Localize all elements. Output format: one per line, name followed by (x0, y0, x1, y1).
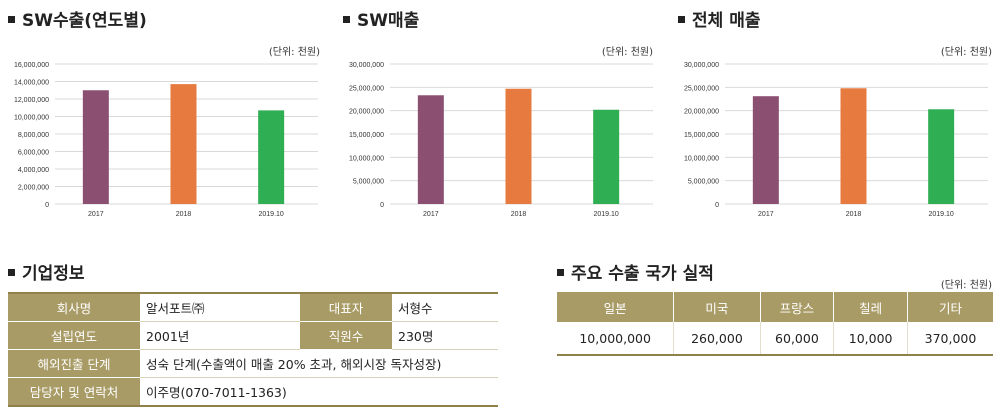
y-tick-label: 20,000,000 (684, 109, 719, 116)
chart1-unit: (단위: 천원) (268, 47, 320, 58)
contact-value: 이주명(070-7011-1363) (140, 377, 498, 407)
y-tick-label: 30,000,000 (349, 62, 384, 69)
square-bullet-icon (343, 15, 350, 23)
y-tick-label: 25,000,000 (349, 85, 384, 92)
sw-export-title: SW수출(연도별) (8, 6, 147, 31)
bar-2017 (82, 90, 109, 204)
export-table: 일본 미국 프랑스 칠레 기타 10,000,000 260,000 60,00… (557, 292, 993, 356)
export-header-japan: 일본 (557, 292, 675, 322)
table-row: 10,000,000 260,000 60,000 10,000 370,000 (557, 322, 993, 355)
y-tick-label: 15,000,000 (684, 132, 719, 139)
founded-label: 설립연도 (8, 321, 140, 350)
y-tick-label: 4,000,000 (18, 167, 49, 174)
total-sales-chart: 0 5,000,000 10,000,000 15,000,000 20,000,000… (684, 62, 988, 218)
y-tick-label: 25,000,000 (684, 85, 719, 92)
x-tick-label: 2019.10 (594, 211, 619, 218)
square-bullet-icon (8, 268, 15, 276)
y-tick-label: 0 (45, 202, 49, 209)
export-value-chile: 10,000 (833, 322, 908, 355)
y-tick-label: 14,000,000 (14, 80, 49, 87)
y-tick-label: 10,000,000 (349, 155, 384, 162)
employees-label: 직원수 (300, 321, 392, 350)
square-bullet-icon (678, 15, 685, 23)
chart3-unit: (단위: 천원) (940, 47, 992, 58)
company-info-title-text: 기업정보 (22, 264, 85, 284)
stage-value: 성숙 단계(수출액이 매출 20% 초과, 해외시장 독자성장) (140, 349, 498, 378)
ceo-value: 서형수 (392, 293, 498, 322)
y-tick-label: 2,000,000 (18, 185, 49, 192)
bar-2019.10 (593, 109, 620, 204)
total-sales-title: 전체 매출 (678, 6, 760, 31)
export-title: 주요 수출 국가 실적 (557, 259, 714, 284)
export-value-other: 370,000 (907, 322, 993, 355)
contact-label: 담당자 및 연락처 (8, 377, 140, 407)
table-row: 해외진출 단계 성숙 단계(수출액이 매출 20% 초과, 해외시장 독자성장) (8, 349, 498, 378)
y-tick-label: 15,000,000 (349, 132, 384, 139)
x-tick-label: 2019.10 (259, 211, 284, 218)
export-header-usa: 미국 (673, 292, 761, 322)
x-tick-label: 2017 (758, 211, 774, 218)
export-title-text: 주요 수출 국가 실적 (571, 264, 714, 284)
x-tick-label: 2019.10 (929, 211, 954, 218)
export-value-france: 60,000 (760, 322, 835, 355)
export-header-chile: 칠레 (833, 292, 908, 322)
y-tick-label: 8,000,000 (18, 132, 49, 139)
export-unit: (단위: 천원) (940, 280, 992, 291)
export-value-usa: 260,000 (673, 322, 761, 355)
square-bullet-icon (557, 268, 564, 276)
y-tick-label: 30,000,000 (684, 62, 719, 69)
square-bullet-icon (8, 15, 15, 23)
bar-2019.10 (928, 109, 955, 204)
employees-value: 230명 (392, 321, 498, 350)
table-row: 담당자 및 연락처 이주명(070-7011-1363) (8, 377, 498, 407)
chart2-unit: (단위: 천원) (601, 47, 653, 58)
table-header-row: 일본 미국 프랑스 칠레 기타 (557, 292, 993, 322)
bar-2017 (417, 95, 444, 204)
y-tick-label: 0 (715, 202, 719, 209)
total-sales-title-text: 전체 매출 (692, 11, 761, 31)
company-info-table: 회사명 알서포트㈜ 대표자 서형수 설립연도 2001년 직원수 230명 해외… (8, 292, 498, 407)
sw-export-title-text: SW수출(연도별) (22, 11, 147, 31)
sw-sales-chart: 0 5,000,000 10,000,000 15,000,000 20,000,000… (349, 62, 653, 218)
table-row: 회사명 알서포트㈜ 대표자 서형수 (8, 293, 498, 322)
company-info-title: 기업정보 (8, 259, 85, 284)
y-tick-label: 5,000,000 (688, 179, 719, 186)
x-tick-label: 2018 (511, 211, 527, 218)
bar-2018 (170, 84, 197, 204)
y-tick-label: 6,000,000 (18, 150, 49, 157)
founded-value: 2001년 (140, 321, 300, 350)
bar-2018 (840, 88, 867, 204)
sw-sales-title-text: SW매출 (357, 11, 420, 31)
y-tick-label: 10,000,000 (684, 155, 719, 162)
bar-2017 (752, 96, 779, 204)
y-tick-label: 20,000,000 (349, 109, 384, 116)
bar-2018 (505, 88, 532, 204)
sw-export-chart: 0 2,000,000 4,000,000 6,000,000 8,000,000 10,… (14, 62, 318, 218)
company-name-value: 알서포트㈜ (140, 293, 300, 322)
x-tick-label: 2018 (176, 211, 192, 218)
company-name-label: 회사명 (8, 293, 140, 322)
x-tick-label: 2018 (846, 211, 862, 218)
x-tick-label: 2017 (88, 211, 104, 218)
stage-label: 해외진출 단계 (8, 349, 140, 378)
bar-2019.10 (258, 110, 285, 204)
export-value-japan: 10,000,000 (557, 322, 675, 355)
y-tick-label: 10,000,000 (14, 115, 49, 122)
export-header-other: 기타 (907, 292, 993, 322)
ceo-label: 대표자 (300, 293, 392, 322)
y-tick-label: 5,000,000 (353, 179, 384, 186)
export-header-france: 프랑스 (760, 292, 835, 322)
table-row: 설립연도 2001년 직원수 230명 (8, 321, 498, 350)
sw-sales-title: SW매출 (343, 6, 419, 31)
y-tick-label: 0 (380, 202, 384, 209)
y-tick-label: 16,000,000 (14, 62, 49, 69)
y-tick-label: 12,000,000 (14, 97, 49, 104)
x-tick-label: 2017 (423, 211, 439, 218)
